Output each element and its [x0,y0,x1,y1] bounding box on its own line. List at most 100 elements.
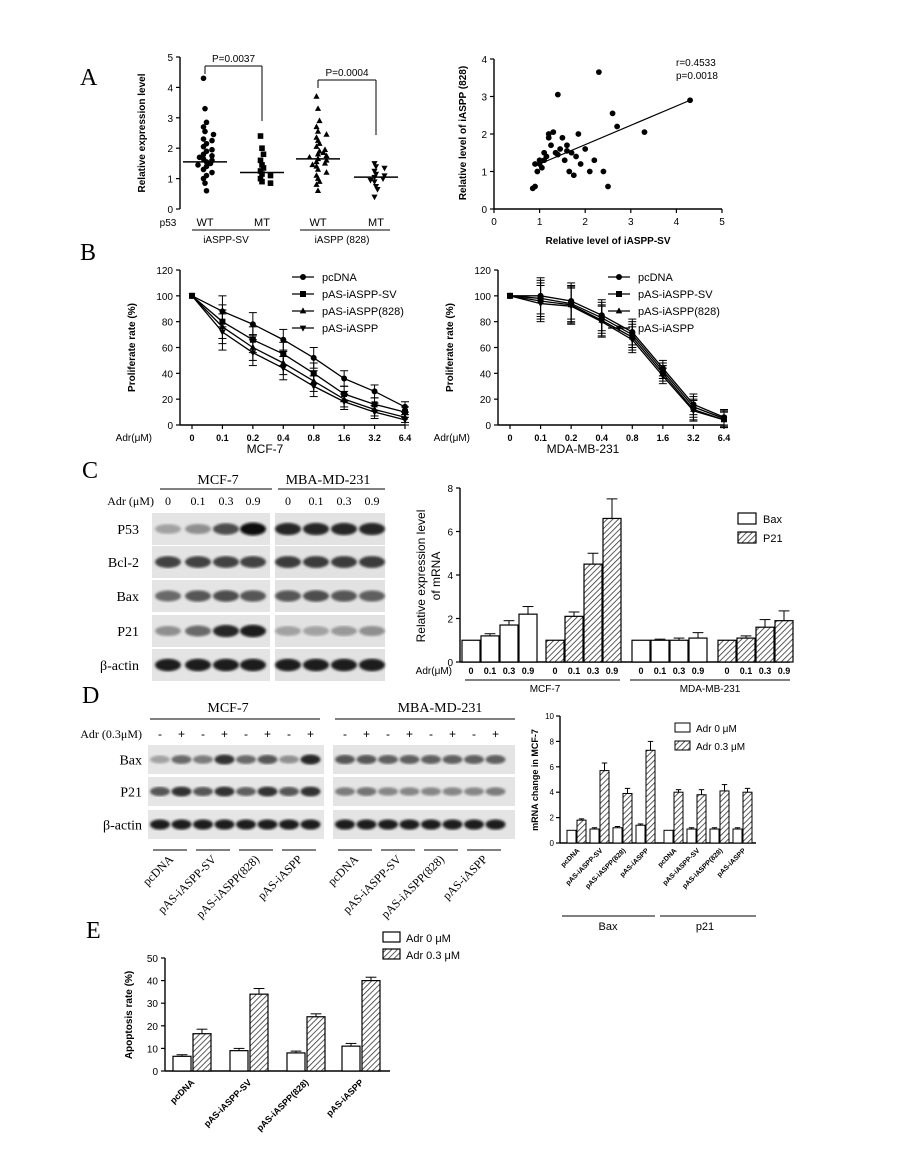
x-tick-label: 0.3 [673,666,686,676]
blot-band [421,755,441,764]
legend-label: Bax [763,514,782,526]
treatment-sign: - [429,727,433,741]
x-tick-label: 0.8 [626,433,639,443]
treatment-sign: + [449,727,456,741]
data-point [381,165,388,172]
x-tick-label: 0 [491,217,497,228]
treatment-sign: - [287,727,291,741]
blot-band [275,658,301,672]
blot-band [236,755,256,764]
data-point [314,105,322,111]
data-point [570,172,577,179]
blot-band [185,523,211,535]
x-tick-label: 0.4 [277,433,290,443]
blot-band [257,819,278,830]
data-point [209,146,215,153]
panel-d-western-blot: MCF-7 MBA-MD-231 Adr (0.3μM) - - + + - - + + - - + + - -… [80,701,515,921]
y-tick-label: 10 [147,1044,159,1055]
bar [518,613,538,663]
panel-letter-c: C [82,458,98,484]
data-point [506,293,514,300]
data-point [260,151,267,158]
adr-label: Adr (0.3μM) [80,727,142,741]
blot-band [300,754,321,765]
treatment-sign: - [472,727,476,741]
y-tick-label: 100 [474,292,491,303]
bar [673,791,684,844]
x-tick-label: 1.6 [338,433,351,443]
blot-band [335,754,355,765]
blot-band [257,754,278,765]
blot-band [331,590,357,602]
row-label: p53 [160,218,177,229]
blot-band [359,625,385,637]
bar [622,792,633,844]
x-tick-label: 0 [552,666,557,676]
legend-label: Adr 0.3 μM [406,950,460,962]
y-axis-title: mRNA change in MCF-7 [530,729,540,831]
data-point [371,388,378,395]
x-tick-label: 0.1 [740,666,753,676]
data-point [381,173,388,179]
data-point [210,131,217,138]
dose-label: 0.1 [191,494,206,508]
legend-marker [615,307,623,314]
panel-a-correlation-plot: 0 1 2 3 4 0 1 2 3 4 5 Relative level of iASPP-SV Rel… [458,55,725,247]
data-point [554,91,561,98]
bar [669,639,689,663]
blot-band [356,819,377,830]
y-tick-label: 80 [480,318,492,329]
group-label: iASPP (828) [315,235,370,246]
panel-c-western-blot: MCF-7 MBA-MD-231 Adr (μM) 0 0 0.1 0.1 0.3 0.3 0.9… [100,473,385,681]
data-point [577,161,584,167]
data-point [564,142,570,149]
data-point [323,131,330,137]
bar [583,563,603,663]
blot-band [399,787,420,796]
data-point [321,160,329,166]
blot-band [356,754,377,765]
data-point [559,134,566,141]
legend-marker [299,307,307,314]
blot-band [185,556,211,568]
data-point [401,417,409,424]
blot-band [275,556,301,568]
legend-marker [616,291,622,297]
legend-marker [615,325,623,332]
group-label: p21 [696,921,714,933]
x-tick-label: 0 [468,666,473,676]
blot-band [356,787,377,796]
data-point [561,157,568,164]
x-tick-label: pcDNA [657,847,678,868]
data-point [267,172,274,179]
lane-label: pcDNA [325,852,362,889]
data-point [314,187,322,193]
y-tick-label: 3 [167,114,173,125]
y-tick-label: 20 [147,1022,159,1033]
bar [686,828,697,844]
data-point [200,151,207,158]
data-point [203,187,210,194]
data-point [341,375,348,382]
legend-label: pAS-iASPP [638,323,694,335]
legend-label: pAS-iASPP(828) [322,306,404,318]
blot-band [150,819,170,830]
treatment-sign: - [201,727,205,741]
legend-label: P21 [763,533,783,545]
data-point [641,129,648,136]
legend-marker [300,274,306,280]
blot-band [331,556,357,568]
bar [688,637,708,663]
y-tick-label: 120 [156,266,173,277]
bar [564,615,584,663]
x-tick-label: 1.6 [657,433,670,443]
blot-band [303,626,329,636]
y-tick-label: 2 [481,130,487,141]
data-point [371,179,378,185]
blot-band [378,755,398,764]
blot-band [378,787,398,796]
data-point [200,175,207,182]
treatment-sign: + [492,727,499,741]
blot-band [171,755,192,764]
data-point [203,119,210,126]
